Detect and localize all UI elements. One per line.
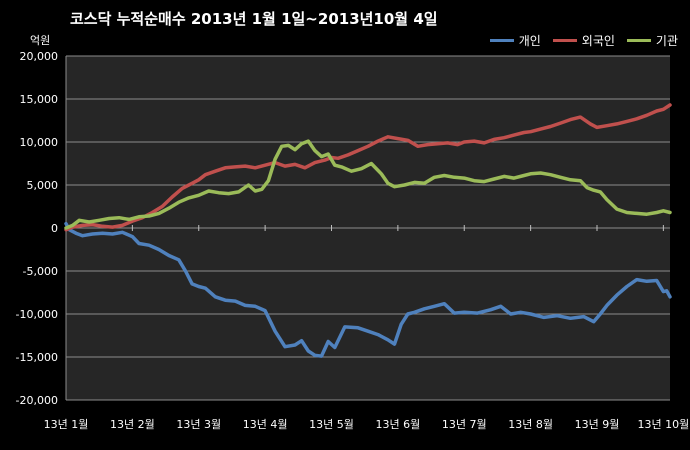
x-tick-label: 13년 3월 [176, 418, 221, 431]
legend: 개인 외국인 기관 [489, 32, 678, 49]
x-tick-label: 13년 8월 [508, 418, 553, 431]
legend-item-individual: 개인 [489, 32, 541, 49]
y-tick-label: 10,000 [20, 136, 59, 149]
y-tick-label: 5,000 [27, 179, 59, 192]
x-tick-label: 13년 7월 [442, 418, 487, 431]
y-tick-label: 0 [51, 222, 58, 235]
y-tick-label: 15,000 [20, 93, 59, 106]
series-line-individual [64, 221, 672, 358]
series-line-foreign [64, 103, 672, 232]
x-tick-label: 13년 10월 [637, 418, 689, 431]
series-line-institution [64, 139, 672, 230]
y-tick-label: -20,000 [16, 394, 58, 407]
y-axis-unit-label: 억원 [30, 34, 51, 47]
legend-label-institution: 기관 [655, 34, 678, 48]
chart-title: 코스닥 누적순매수 2013년 1월 1일~2013년10월 4일 [70, 10, 438, 28]
legend-item-institution: 기관 [626, 32, 678, 49]
x-tick-label: 13년 6월 [376, 418, 421, 431]
legend-swatch-individual [489, 39, 514, 42]
y-tick-label: -5,000 [23, 265, 58, 278]
x-tick-label: 13년 2월 [110, 418, 155, 431]
legend-label-individual: 개인 [518, 34, 541, 48]
legend-swatch-institution [626, 39, 651, 42]
y-tick-label: 20,000 [20, 50, 59, 63]
x-tick-label: 13년 4월 [243, 418, 288, 431]
x-tick-label: 13년 9월 [575, 418, 620, 431]
x-tick-label: 13년 1월 [44, 418, 89, 431]
legend-swatch-foreign [552, 39, 577, 42]
y-tick-label: -15,000 [16, 351, 58, 364]
legend-item-foreign: 외국인 [552, 32, 615, 49]
y-tick-label: -10,000 [16, 308, 58, 321]
legend-label-foreign: 외국인 [581, 34, 615, 48]
x-tick-label: 13년 5월 [309, 418, 354, 431]
